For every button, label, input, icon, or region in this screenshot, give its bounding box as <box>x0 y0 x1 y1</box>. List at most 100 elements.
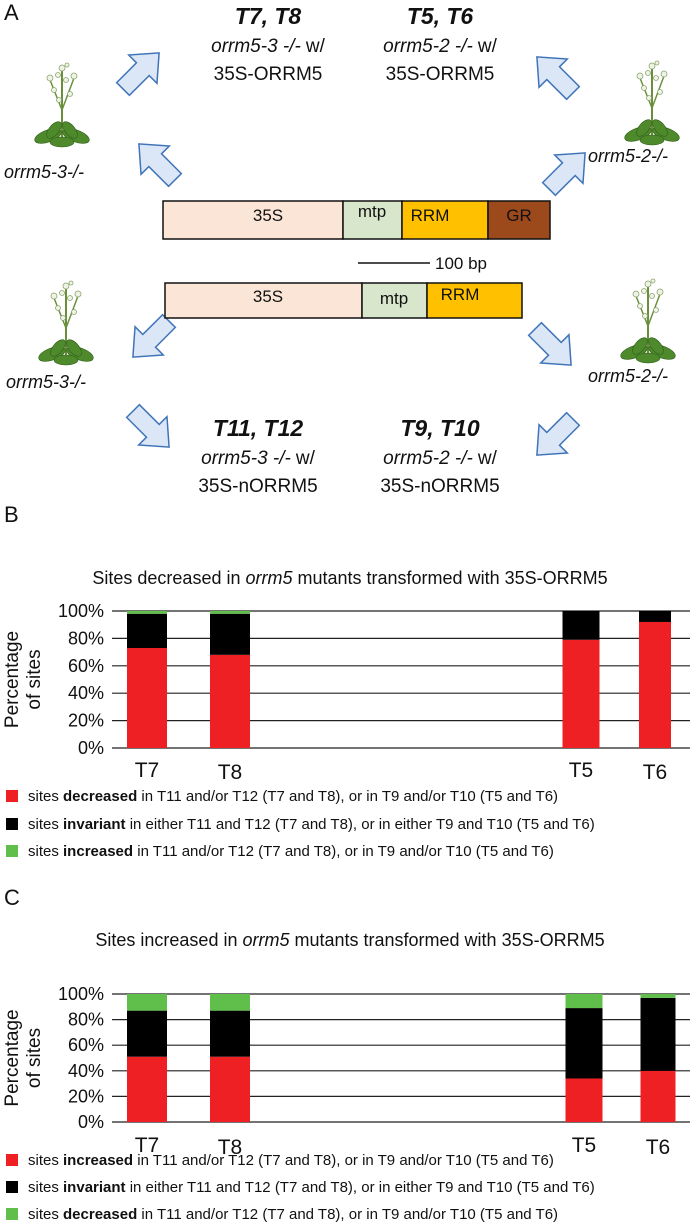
group-construct: 35S-nORRM5 <box>198 476 317 497</box>
title-part: Sites decreased in <box>92 568 245 588</box>
joiner: w/ <box>477 36 498 57</box>
legend-part: invariant <box>63 816 126 833</box>
legend-part: sites <box>28 1206 63 1223</box>
segment-35s <box>162 200 344 240</box>
segment-gr <box>487 200 551 240</box>
plant-label: orrm5-3-/- <box>6 372 86 392</box>
legend-swatch <box>6 1154 18 1166</box>
legend-entry: sites increased in T11 and/or T12 (T7 an… <box>28 1152 554 1169</box>
segment-label: GR <box>506 206 532 225</box>
x-tick-label: T8 <box>218 1136 243 1159</box>
segment-label: RRM <box>411 206 450 225</box>
plant-icon <box>35 280 97 366</box>
legend-swatch <box>6 845 18 857</box>
chart-title: Sites increased in orrm5 mutants transfo… <box>95 930 604 950</box>
bar-segment <box>210 654 250 748</box>
bar-segment <box>565 994 603 1009</box>
group-title: T5, T6 <box>407 3 474 29</box>
arrow <box>520 314 586 380</box>
title-part: orrm5 <box>245 568 293 588</box>
chart-title: Sites decreased in orrm5 mutants transfo… <box>92 568 607 588</box>
y-tick-label: 60% <box>68 656 104 676</box>
legend-part: increased <box>63 1152 133 1169</box>
scale-bar-label: 100 bp <box>435 254 487 273</box>
legend-part: in either T11 and T12 (T7 and T8), or in… <box>126 1179 595 1196</box>
title-part: mutants transformed with 35S-ORRM5 <box>293 568 608 588</box>
y-tick-label: 100% <box>58 984 104 1004</box>
segment-rrm <box>401 200 489 240</box>
x-tick-label: T6 <box>643 761 668 784</box>
bar-segment <box>639 611 671 622</box>
legend-part: in T11 and/or T12 (T7 and T8), or in T9 … <box>133 1152 554 1169</box>
bar-segment <box>640 1070 676 1122</box>
bar-segment <box>562 639 600 748</box>
legend-part: decreased <box>63 1206 137 1223</box>
y-axis-label: of sites <box>24 1028 45 1088</box>
group-title: T11, T12 <box>213 415 304 441</box>
segment-label: 35S <box>253 287 283 306</box>
group-title: T9, T10 <box>400 415 479 441</box>
segment-mtp <box>342 200 403 240</box>
bar-segment <box>562 611 600 640</box>
legend-part: decreased <box>63 788 137 805</box>
y-axis-label: of sites <box>24 649 45 709</box>
y-tick-label: 60% <box>68 1035 104 1055</box>
x-tick-label: T5 <box>569 759 594 782</box>
legend-entry: sites invariant in either T11 and T12 (T… <box>28 1179 595 1196</box>
bar-segment <box>127 1056 167 1122</box>
genotype: orrm5-3 -/- <box>201 448 291 469</box>
bar-segment <box>640 997 676 1071</box>
y-tick-label: 40% <box>68 1061 104 1081</box>
y-tick-label: 20% <box>68 1086 104 1106</box>
legend-part: in T11 and/or T12 (T7 and T8), or in T9 … <box>137 1206 558 1223</box>
bar-segment <box>565 1008 603 1079</box>
group-t11-t12: T11, T12 orrm5-3 -/- w/ 35S-nORRM5 <box>198 415 317 497</box>
group-construct: 35S-ORRM5 <box>214 64 323 85</box>
group-construct: 35S-ORRM5 <box>386 64 495 85</box>
segment-label: mtp <box>358 202 386 221</box>
legend-entry: sites decreased in T11 and/or T12 (T7 an… <box>28 788 558 805</box>
x-tick-label: T6 <box>646 1136 671 1159</box>
arrow <box>108 38 174 104</box>
group-construct: 35S-nORRM5 <box>380 476 499 497</box>
y-tick-label: 40% <box>68 683 104 703</box>
legend-part: sites <box>28 1152 63 1169</box>
y-axis-label: Percentage <box>2 1009 23 1106</box>
panel-label: A <box>4 0 19 25</box>
group-genotype: orrm5-2 -/- w/ <box>383 448 497 469</box>
arrow <box>522 404 588 470</box>
plant-icon <box>621 60 683 146</box>
group-genotype: orrm5-3 -/- w/ <box>201 448 315 469</box>
y-tick-label: 80% <box>68 628 104 648</box>
y-axis-label: Percentage <box>2 631 23 728</box>
segment-label: mtp <box>380 289 408 308</box>
legend-part: sites <box>28 788 63 805</box>
bar-segment <box>210 613 250 655</box>
bar-segment <box>640 994 676 998</box>
bar-segment <box>565 1078 603 1122</box>
title-part: mutants transformed with 35S-ORRM5 <box>289 930 604 950</box>
legend-part: in either T11 and T12 (T7 and T8), or in… <box>126 816 595 833</box>
group-genotype: orrm5-2 -/- w/ <box>383 36 497 57</box>
title-part: orrm5 <box>242 930 290 950</box>
joiner: w/ <box>305 36 326 57</box>
x-tick-label: T5 <box>572 1134 597 1157</box>
legend-part: sites <box>28 816 63 833</box>
plant-label: orrm5-3-/- <box>4 162 84 182</box>
y-tick-label: 0% <box>78 1112 104 1132</box>
legend-part: invariant <box>63 1179 126 1196</box>
legend-swatch <box>6 790 18 802</box>
group-t5-t6: T5, T6 orrm5-2 -/- w/ 35S-ORRM5 <box>383 3 497 85</box>
legend-part: in T11 and/or T12 (T7 and T8), or in T9 … <box>133 843 554 860</box>
legend-swatch <box>6 818 18 830</box>
bar-segment <box>127 647 167 748</box>
bar-segment <box>127 1010 167 1057</box>
legend-entry: sites invariant in either T11 and T12 (T… <box>28 816 595 833</box>
joiner: w/ <box>477 448 498 469</box>
bar-segment <box>639 621 671 748</box>
group-title: T7, T8 <box>235 3 302 29</box>
group-genotype: orrm5-3 -/- w/ <box>211 36 325 57</box>
arrow <box>522 42 588 108</box>
x-tick-label: T7 <box>135 1134 160 1157</box>
segment-label: RRM <box>441 285 480 304</box>
